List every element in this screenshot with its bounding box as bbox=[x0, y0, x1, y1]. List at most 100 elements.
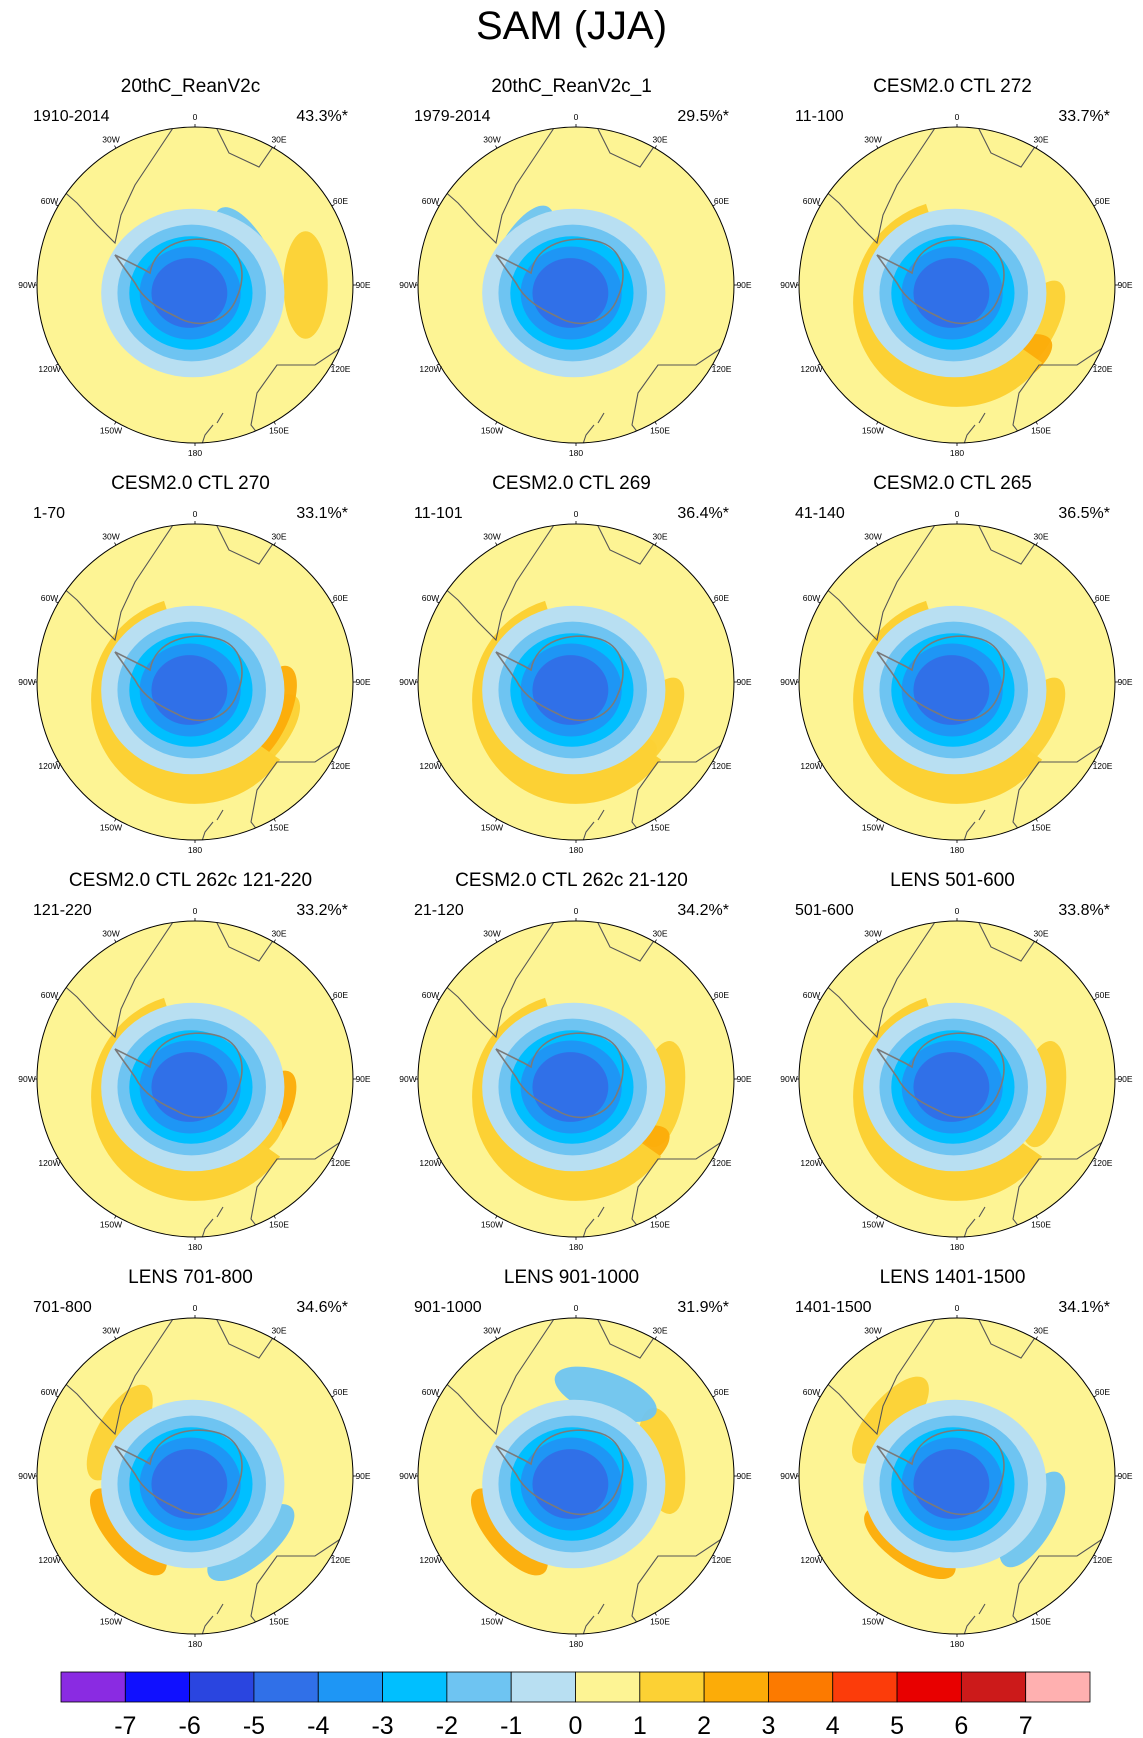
map-panel: CESM2.0 CTL 262c 121-220 121-220 33.2%* 0 30… bbox=[0, 869, 381, 1265]
longitude-label: 30E bbox=[271, 929, 286, 939]
colorbar-swatch bbox=[446, 1671, 512, 1703]
longitude-tick bbox=[55, 204, 59, 207]
new-zealand-coastline bbox=[962, 809, 986, 840]
contour-field bbox=[37, 127, 353, 443]
longitude-label: 150E bbox=[269, 822, 289, 832]
australia-coastline bbox=[631, 344, 727, 443]
map-panel: 20thC_ReanV2c_1 1979-2014 29.5%* 0 30E 60E 90E… bbox=[381, 75, 762, 471]
longitude-label: 120W bbox=[800, 1158, 822, 1168]
longitude-tick bbox=[495, 421, 498, 425]
longitude-tick bbox=[436, 601, 440, 604]
panel-title: LENS 901-1000 bbox=[503, 1267, 640, 1288]
longitude-label: 120W bbox=[419, 1555, 441, 1565]
longitude-label: 30W bbox=[102, 1326, 119, 1336]
australia-coastline bbox=[631, 1535, 727, 1634]
south-america-coastline bbox=[44, 524, 176, 642]
longitude-label: 150E bbox=[1031, 1616, 1051, 1626]
longitude-label: 0 bbox=[193, 906, 198, 916]
panel-variance: 29.5%* bbox=[677, 108, 729, 125]
negative-contour bbox=[532, 258, 609, 328]
longitude-label: 120E bbox=[1093, 761, 1113, 771]
longitude-tick bbox=[1035, 1336, 1038, 1340]
longitude-tick bbox=[1093, 760, 1097, 763]
longitude-tick bbox=[114, 818, 117, 822]
longitude-label: 30W bbox=[483, 929, 500, 939]
australia-coastline bbox=[1012, 344, 1108, 443]
longitude-tick bbox=[654, 1215, 657, 1219]
longitude-label: 90W bbox=[780, 1471, 797, 1481]
antarctica-coastline bbox=[114, 1429, 243, 1516]
longitude-label: 150W bbox=[862, 1219, 884, 1229]
longitude-label: 120W bbox=[419, 761, 441, 771]
longitude-label: 150W bbox=[481, 1219, 503, 1229]
longitude-label: 30W bbox=[864, 1326, 881, 1336]
longitude-tick bbox=[331, 1554, 335, 1557]
longitude-label: 150W bbox=[481, 425, 503, 435]
longitude-tick bbox=[712, 1395, 716, 1398]
polar-map: 0 30E 60E 90E 120E 150E 180 150W 120W 90W 60W 30W bbox=[18, 1303, 371, 1649]
longitude-label: 90W bbox=[18, 677, 35, 687]
longitude-tick bbox=[817, 204, 821, 207]
longitude-tick bbox=[436, 1395, 440, 1398]
longitude-label: 60E bbox=[1095, 196, 1110, 206]
antarctica-coastline bbox=[876, 238, 1005, 325]
antarctica-coastline bbox=[495, 238, 624, 325]
longitude-tick bbox=[817, 363, 821, 366]
africa-coastline bbox=[595, 127, 663, 168]
longitude-tick bbox=[1035, 818, 1038, 822]
colorbar-label: 7 bbox=[1019, 1712, 1033, 1738]
longitude-tick bbox=[1035, 145, 1038, 149]
south-america-coastline bbox=[44, 127, 176, 245]
longitude-label: 150E bbox=[1031, 822, 1051, 832]
longitude-tick bbox=[436, 998, 440, 1001]
colorbar-swatch bbox=[60, 1671, 126, 1703]
longitude-tick bbox=[436, 760, 440, 763]
anomaly-patch bbox=[86, 1384, 153, 1481]
new-zealand-coastline bbox=[200, 1603, 224, 1634]
colorbar-swatch bbox=[575, 1671, 641, 1703]
colorbar-swatch bbox=[124, 1671, 191, 1703]
longitude-tick bbox=[273, 939, 276, 943]
longitude-label: 90W bbox=[780, 280, 797, 290]
longitude-label: 0 bbox=[955, 1303, 960, 1313]
longitude-label: 120W bbox=[38, 364, 60, 374]
colorbar-swatch bbox=[1025, 1671, 1091, 1703]
panel-period: 121-220 bbox=[33, 902, 92, 919]
longitude-tick bbox=[114, 542, 117, 546]
longitude-label: 60E bbox=[1095, 1387, 1110, 1397]
longitude-label: 120E bbox=[1093, 1555, 1113, 1565]
new-zealand-coastline bbox=[200, 1206, 224, 1237]
panel-period: 1-70 bbox=[33, 505, 66, 522]
longitude-tick bbox=[55, 1395, 59, 1398]
colorbar: -7 -6 -5 -4 -3 -2 -1 0 1 2 3 4 5 6 7 bbox=[60, 1671, 1091, 1738]
longitude-label: 120E bbox=[712, 364, 732, 374]
contour-field bbox=[37, 1318, 353, 1634]
longitude-label: 90E bbox=[736, 1471, 751, 1481]
longitude-label: 120W bbox=[800, 761, 822, 771]
longitude-tick bbox=[273, 1215, 276, 1219]
longitude-label: 90E bbox=[736, 1074, 751, 1084]
longitude-tick bbox=[654, 145, 657, 149]
longitude-tick bbox=[654, 421, 657, 425]
longitude-label: 60W bbox=[41, 1387, 58, 1397]
africa-coastline bbox=[595, 1318, 663, 1359]
longitude-tick bbox=[654, 1336, 657, 1340]
longitude-label: 0 bbox=[574, 112, 579, 122]
colorbar-swatch bbox=[832, 1671, 898, 1703]
longitude-tick bbox=[273, 145, 276, 149]
longitude-tick bbox=[876, 145, 879, 149]
longitude-tick bbox=[495, 145, 498, 149]
longitude-label: 60W bbox=[41, 196, 58, 206]
longitude-label: 90E bbox=[1117, 280, 1132, 290]
longitude-tick bbox=[817, 601, 821, 604]
longitude-label: 30E bbox=[271, 135, 286, 145]
longitude-tick bbox=[114, 1336, 117, 1340]
longitude-tick bbox=[1035, 1612, 1038, 1616]
longitude-tick bbox=[876, 939, 879, 943]
africa-coastline bbox=[976, 921, 1044, 962]
longitude-label: 60W bbox=[41, 990, 58, 1000]
colorbar-label: -3 bbox=[371, 1712, 393, 1738]
south-america-coastline bbox=[806, 921, 938, 1039]
colorbar-swatch bbox=[253, 1671, 319, 1703]
colorbar-swatch bbox=[703, 1671, 769, 1703]
